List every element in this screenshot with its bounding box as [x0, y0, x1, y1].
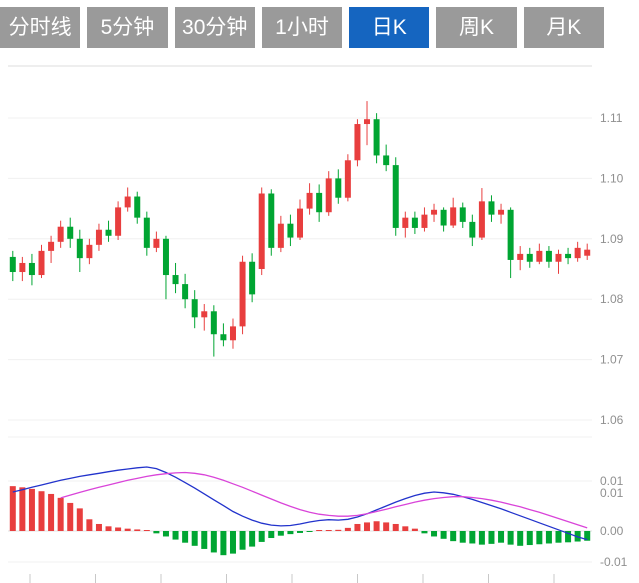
tab-day-k[interactable]: 日K: [349, 7, 430, 48]
macd-axis-label: 0.01: [600, 486, 624, 500]
price-axis-label: 1.09: [600, 232, 624, 246]
grid-layer: [8, 65, 592, 563]
price-axis-label: 1.08: [600, 292, 624, 306]
macd-axis-label: -0.01: [600, 555, 628, 569]
tab-1hour[interactable]: 1小时: [261, 7, 343, 48]
tab-30min[interactable]: 30分钟: [174, 7, 255, 48]
macd-histogram-layer: [9, 486, 591, 556]
x-axis-ticks-layer: [29, 574, 555, 583]
candles-layer: [9, 101, 591, 357]
price-axis-label: 1.06: [600, 413, 624, 427]
tab-week-k[interactable]: 周K: [436, 7, 517, 48]
tab-minute-line[interactable]: 分时线: [0, 7, 81, 48]
tab-5min[interactable]: 5分钟: [87, 7, 168, 48]
axis-labels-layer: 1.11 1.10 1.09 1.08 1.07 1.06 0.010.01 0.00 -0.0…: [600, 111, 628, 569]
price-axis-label: 1.07: [600, 353, 624, 367]
macd-lines-layer: [12, 466, 588, 541]
timeframe-tabs: 分时线 5分钟 30分钟 1小时 日K 周K 月K: [0, 7, 604, 48]
tab-month-k[interactable]: 月K: [523, 7, 604, 48]
price-axis-label: 1.11: [600, 111, 623, 125]
price-axis-label: 1.10: [600, 171, 624, 185]
macd-axis-label: 0.00: [600, 524, 624, 538]
macd-axis-label: 0.01: [600, 474, 624, 488]
